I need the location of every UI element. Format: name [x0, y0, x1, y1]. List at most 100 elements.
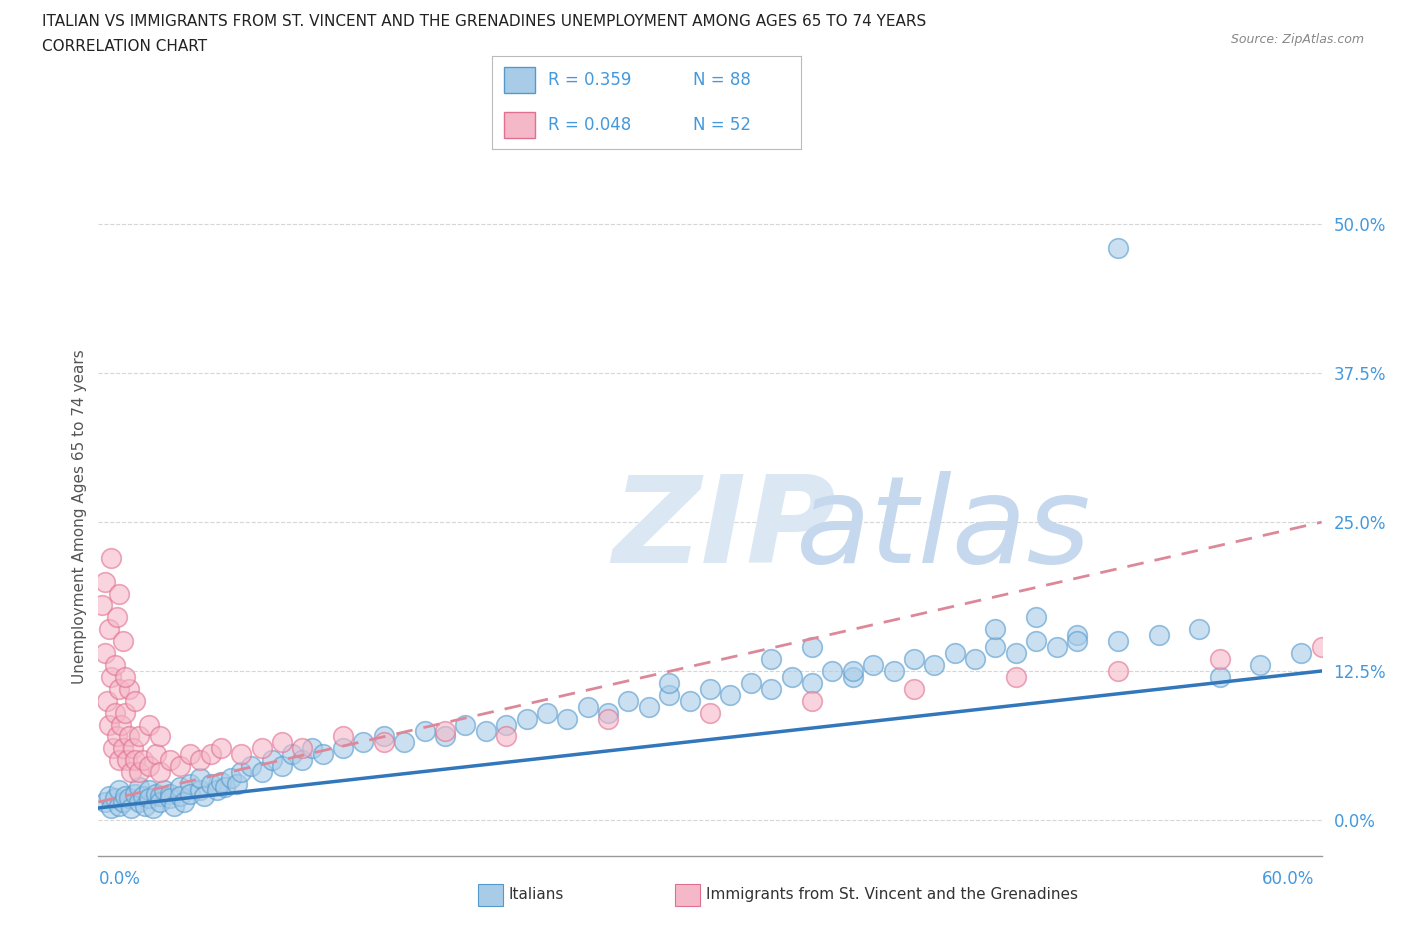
Point	[97, 622, 120, 637]
Point	[124, 753, 146, 768]
Point	[1107, 663, 1129, 678]
Point	[699, 705, 721, 720]
Point	[114, 789, 136, 804]
Point	[111, 741, 134, 756]
Point	[188, 783, 212, 798]
Point	[159, 753, 181, 768]
Point	[658, 675, 681, 690]
Point	[142, 801, 165, 816]
Point	[97, 717, 120, 732]
Point	[617, 694, 640, 709]
Point	[495, 729, 517, 744]
Point	[120, 801, 142, 816]
Point	[205, 783, 228, 798]
Point	[114, 705, 136, 720]
Point	[270, 759, 294, 774]
Point	[96, 694, 118, 709]
Point	[759, 682, 782, 697]
Text: R = 0.048: R = 0.048	[548, 115, 631, 134]
Point	[159, 786, 181, 801]
Point	[903, 652, 925, 667]
Point	[134, 798, 156, 813]
Point	[97, 789, 120, 804]
Point	[138, 717, 160, 732]
Text: N = 88: N = 88	[693, 71, 751, 89]
Point	[373, 729, 395, 744]
Point	[118, 729, 141, 744]
Point	[145, 747, 167, 762]
Point	[281, 747, 304, 762]
Point	[392, 735, 416, 750]
Point	[740, 675, 762, 690]
Point	[718, 687, 742, 702]
Point	[1107, 633, 1129, 648]
Point	[1066, 633, 1088, 648]
Point	[104, 658, 127, 672]
Point	[91, 598, 114, 613]
Point	[100, 551, 122, 565]
Point	[270, 735, 294, 750]
Y-axis label: Unemployment Among Ages 65 to 74 years: Unemployment Among Ages 65 to 74 years	[72, 349, 87, 684]
Point	[179, 747, 201, 762]
Point	[128, 764, 150, 779]
Point	[1045, 640, 1069, 655]
Point	[101, 741, 124, 756]
Point	[1107, 241, 1129, 256]
Point	[124, 694, 146, 709]
Point	[250, 764, 273, 779]
Point	[1208, 652, 1232, 667]
Point	[120, 764, 142, 779]
Point	[104, 791, 127, 806]
Point	[373, 735, 395, 750]
Point	[413, 724, 436, 738]
Point	[138, 783, 160, 798]
Point	[555, 711, 579, 726]
Point	[104, 705, 127, 720]
Point	[214, 779, 236, 794]
Point	[260, 753, 283, 768]
Point	[173, 794, 195, 809]
Point	[250, 741, 273, 756]
Point	[474, 724, 498, 738]
Point	[1147, 628, 1170, 643]
Point	[984, 622, 1007, 637]
Point	[332, 729, 354, 744]
FancyBboxPatch shape	[505, 67, 536, 93]
Point	[145, 786, 167, 801]
Point	[188, 771, 212, 786]
Point	[219, 771, 242, 786]
Point	[1004, 645, 1026, 660]
Point	[149, 794, 172, 809]
Point	[821, 663, 844, 678]
Text: 0.0%: 0.0%	[98, 870, 141, 888]
Point	[596, 705, 619, 720]
Point	[231, 747, 253, 762]
Point	[152, 783, 174, 798]
Point	[100, 670, 122, 684]
Point	[114, 670, 136, 684]
Point	[332, 741, 354, 756]
Point	[231, 764, 253, 779]
Text: Italians: Italians	[509, 887, 564, 902]
Point	[841, 663, 863, 678]
Text: CORRELATION CHART: CORRELATION CHART	[42, 39, 207, 54]
Point	[352, 735, 374, 750]
Point	[1208, 670, 1232, 684]
Point	[312, 747, 335, 762]
Point	[1025, 633, 1047, 648]
Point	[169, 779, 191, 794]
Point	[1249, 658, 1271, 672]
Point	[200, 747, 222, 762]
Point	[108, 753, 131, 768]
Point	[658, 687, 681, 702]
Point	[124, 786, 146, 801]
Point	[105, 729, 128, 744]
Point	[100, 801, 122, 816]
Point	[841, 670, 863, 684]
Point	[984, 640, 1007, 655]
Point	[699, 682, 721, 697]
Point	[93, 574, 115, 589]
Point	[159, 791, 181, 806]
Point	[128, 794, 150, 809]
Point	[576, 699, 599, 714]
